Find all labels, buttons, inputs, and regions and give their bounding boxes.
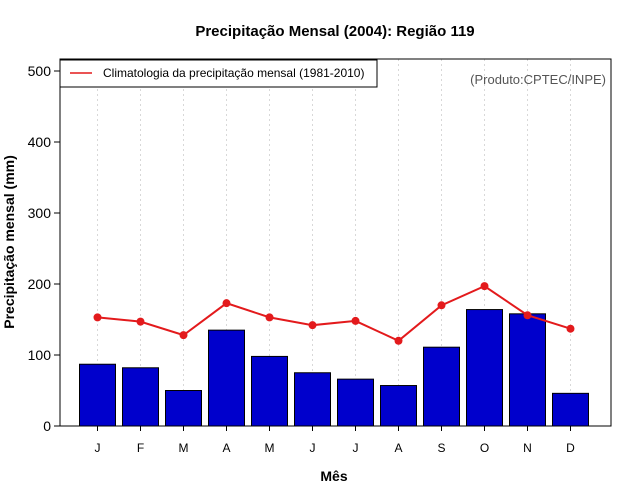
climatology-point-4 [265,313,274,322]
x-tick-label-8: S [437,441,445,455]
x-tick-label-10: N [523,441,532,455]
y-tick-label-4: 400 [28,134,52,150]
bar-11 [552,392,589,427]
bar-9 [466,309,503,427]
climatology-point-9 [480,282,489,291]
x-tick-label-9: O [480,441,489,455]
x-tick-label-6: J [353,441,359,455]
y-axis: 0 100 200 300 400 500 [28,63,60,434]
bar-8 [423,346,460,427]
bar-7 [380,385,417,427]
x-axis-label: Mês [320,468,347,484]
x-tick-label-2: M [179,441,189,455]
y-tick-label-0: 0 [43,418,51,434]
chart-title: Precipitação Mensal (2004): Região 119 [195,23,474,40]
source-annotation: (Produto:CPTEC/INPE) [470,72,606,87]
bar-10 [509,313,546,427]
x-tick-label-0: J [95,441,101,455]
plot-frame [59,58,612,427]
climatology-point-2 [179,331,188,340]
climatology-point-0 [93,313,102,322]
climatology-point-8 [437,301,446,310]
bar-3 [208,329,245,427]
bar-2 [165,390,202,427]
x-tick-label-1: F [137,441,144,455]
climatology-point-10 [523,311,532,320]
climatology-point-7 [394,336,403,345]
x-tick-label-5: J [310,441,316,455]
legend: Climatologia da precipitação mensal (198… [59,59,378,88]
legend-label-climatology: Climatologia da precipitação mensal (198… [103,66,364,80]
bar-5 [294,372,331,427]
bar-1 [122,367,159,427]
climatology-point-1 [136,317,145,326]
y-tick-label-3: 300 [28,205,52,221]
x-tick-label-11: D [566,441,575,455]
climatology-series [93,282,575,345]
climatology-point-3 [222,299,231,308]
x-tick-label-3: A [222,441,230,455]
y-axis-label: Precipitação mensal (mm) [1,155,17,329]
climatology-point-11 [566,324,575,333]
x-tick-label-4: M [265,441,275,455]
y-tick-label-2: 200 [28,276,52,292]
climatology-point-5 [308,321,317,330]
climatology-point-6 [351,316,360,325]
bar-4 [251,355,288,427]
bar-series [79,309,589,427]
bar-0 [79,363,116,427]
x-tick-label-7: A [394,441,402,455]
climatology-line [97,284,571,342]
bar-6 [337,378,374,427]
legend-box [59,59,378,88]
y-tick-label-1: 100 [28,347,52,363]
y-tick-label-5: 500 [28,63,52,79]
